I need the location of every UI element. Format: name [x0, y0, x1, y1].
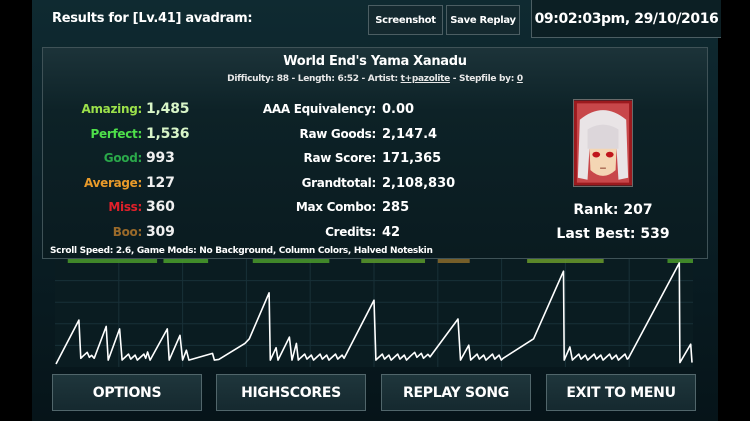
combo-line	[55, 262, 693, 365]
judgement-label: Good:	[103, 151, 143, 165]
stat-label: Grandtotal:	[301, 175, 377, 190]
stepfile-label: - Stepfile by:	[449, 74, 517, 84]
stat-value: 42	[382, 224, 401, 240]
difficulty-length: Difficulty: 88 - Length: 6:52 - Artist:	[227, 74, 401, 84]
judgement-value: 309	[146, 223, 175, 240]
stepfile-author-link[interactable]: 0	[516, 74, 523, 84]
judgement-row: Good: 993	[43, 150, 175, 172]
judgement-label: Amazing:	[81, 102, 142, 116]
stat-label: Max Combo:	[295, 200, 376, 214]
stat-label: Raw Goods:	[299, 126, 377, 141]
judgement-row: Amazing: 1,485	[43, 101, 189, 123]
results-screen: Results for [Lv.41] avadram: Screenshot …	[32, 0, 721, 421]
stat-value: 2,147.4	[382, 126, 438, 142]
song-title: World End's Yama Xanadu	[283, 54, 467, 69]
stat-row: Grandtotal: 2,108,830	[43, 175, 456, 198]
rank-text: Rank: 207	[573, 202, 653, 218]
stat-row: Raw Goods: 2,147.4	[43, 126, 438, 149]
results-panel: World End's Yama Xanadu Difficulty: 88 -…	[42, 47, 708, 259]
game-mods-text: Scroll Speed: 2.6, Game Mods: No Backgro…	[50, 246, 433, 256]
exit-to-menu-button[interactable]: EXIT TO MENU	[546, 374, 696, 411]
judgement-value: 1,485	[146, 101, 190, 117]
judgement-strip-segment	[361, 259, 426, 263]
artist-link[interactable]: t+pazolite	[400, 74, 451, 84]
judgement-value: 127	[146, 174, 175, 191]
judgement-row: Perfect: 1,536	[43, 125, 190, 148]
judgement-row: Miss: 360	[43, 199, 175, 221]
judgement-label: Perfect:	[90, 126, 143, 141]
last-best-text: Last Best: 539	[556, 226, 670, 242]
judgement-row: Boo: 309	[43, 224, 175, 246]
judgement-value: 360	[146, 199, 175, 215]
judgement-strip-segment	[437, 259, 470, 263]
stat-row: Credits: 42	[43, 225, 400, 247]
song-meta: Difficulty: 88 - Length: 6:52 - Artist: …	[43, 74, 707, 84]
judgement-strip-segment	[667, 259, 693, 263]
stat-value: 285	[382, 200, 410, 215]
judgement-strip-segment	[527, 259, 604, 263]
judgement-strip-segment	[163, 259, 209, 263]
stat-label: Credits:	[325, 224, 376, 239]
stat-value: 2,108,830	[382, 175, 456, 191]
results-title: Results for [Lv.41] avadram:	[52, 11, 253, 26]
judgement-row: Average: 127	[43, 175, 175, 197]
judgement-value: 993	[146, 150, 175, 166]
judgement-label: Average:	[84, 175, 142, 190]
stat-label: Raw Score:	[303, 151, 377, 165]
save-replay-button[interactable]: Save Replay	[446, 5, 520, 35]
stat-row: Max Combo: 285	[43, 200, 409, 222]
timestamp: 09:02:03pm, 29/10/2016	[531, 0, 721, 38]
judgement-strip-segment	[252, 259, 330, 263]
stat-label: AAA Equivalency:	[262, 102, 376, 116]
judgement-value: 1,536	[146, 125, 190, 142]
replay-song-button[interactable]: REPLAY SONG	[381, 374, 531, 411]
combo-graph	[55, 259, 693, 367]
highscores-button[interactable]: HIGHSCORES	[216, 374, 366, 411]
options-button[interactable]: OPTIONS	[52, 374, 202, 411]
player-avatar	[573, 99, 633, 187]
judgement-strip-segment	[67, 259, 158, 263]
stat-row: Raw Score: 171,365	[43, 151, 442, 173]
stat-row: AAA Equivalency: 0.00	[43, 102, 414, 124]
screenshot-button[interactable]: Screenshot	[368, 5, 443, 35]
judgement-label: Miss:	[108, 200, 142, 214]
stat-value: 0.00	[382, 102, 415, 117]
stat-value: 171,365	[382, 151, 442, 166]
judgement-label: Boo:	[112, 224, 143, 239]
